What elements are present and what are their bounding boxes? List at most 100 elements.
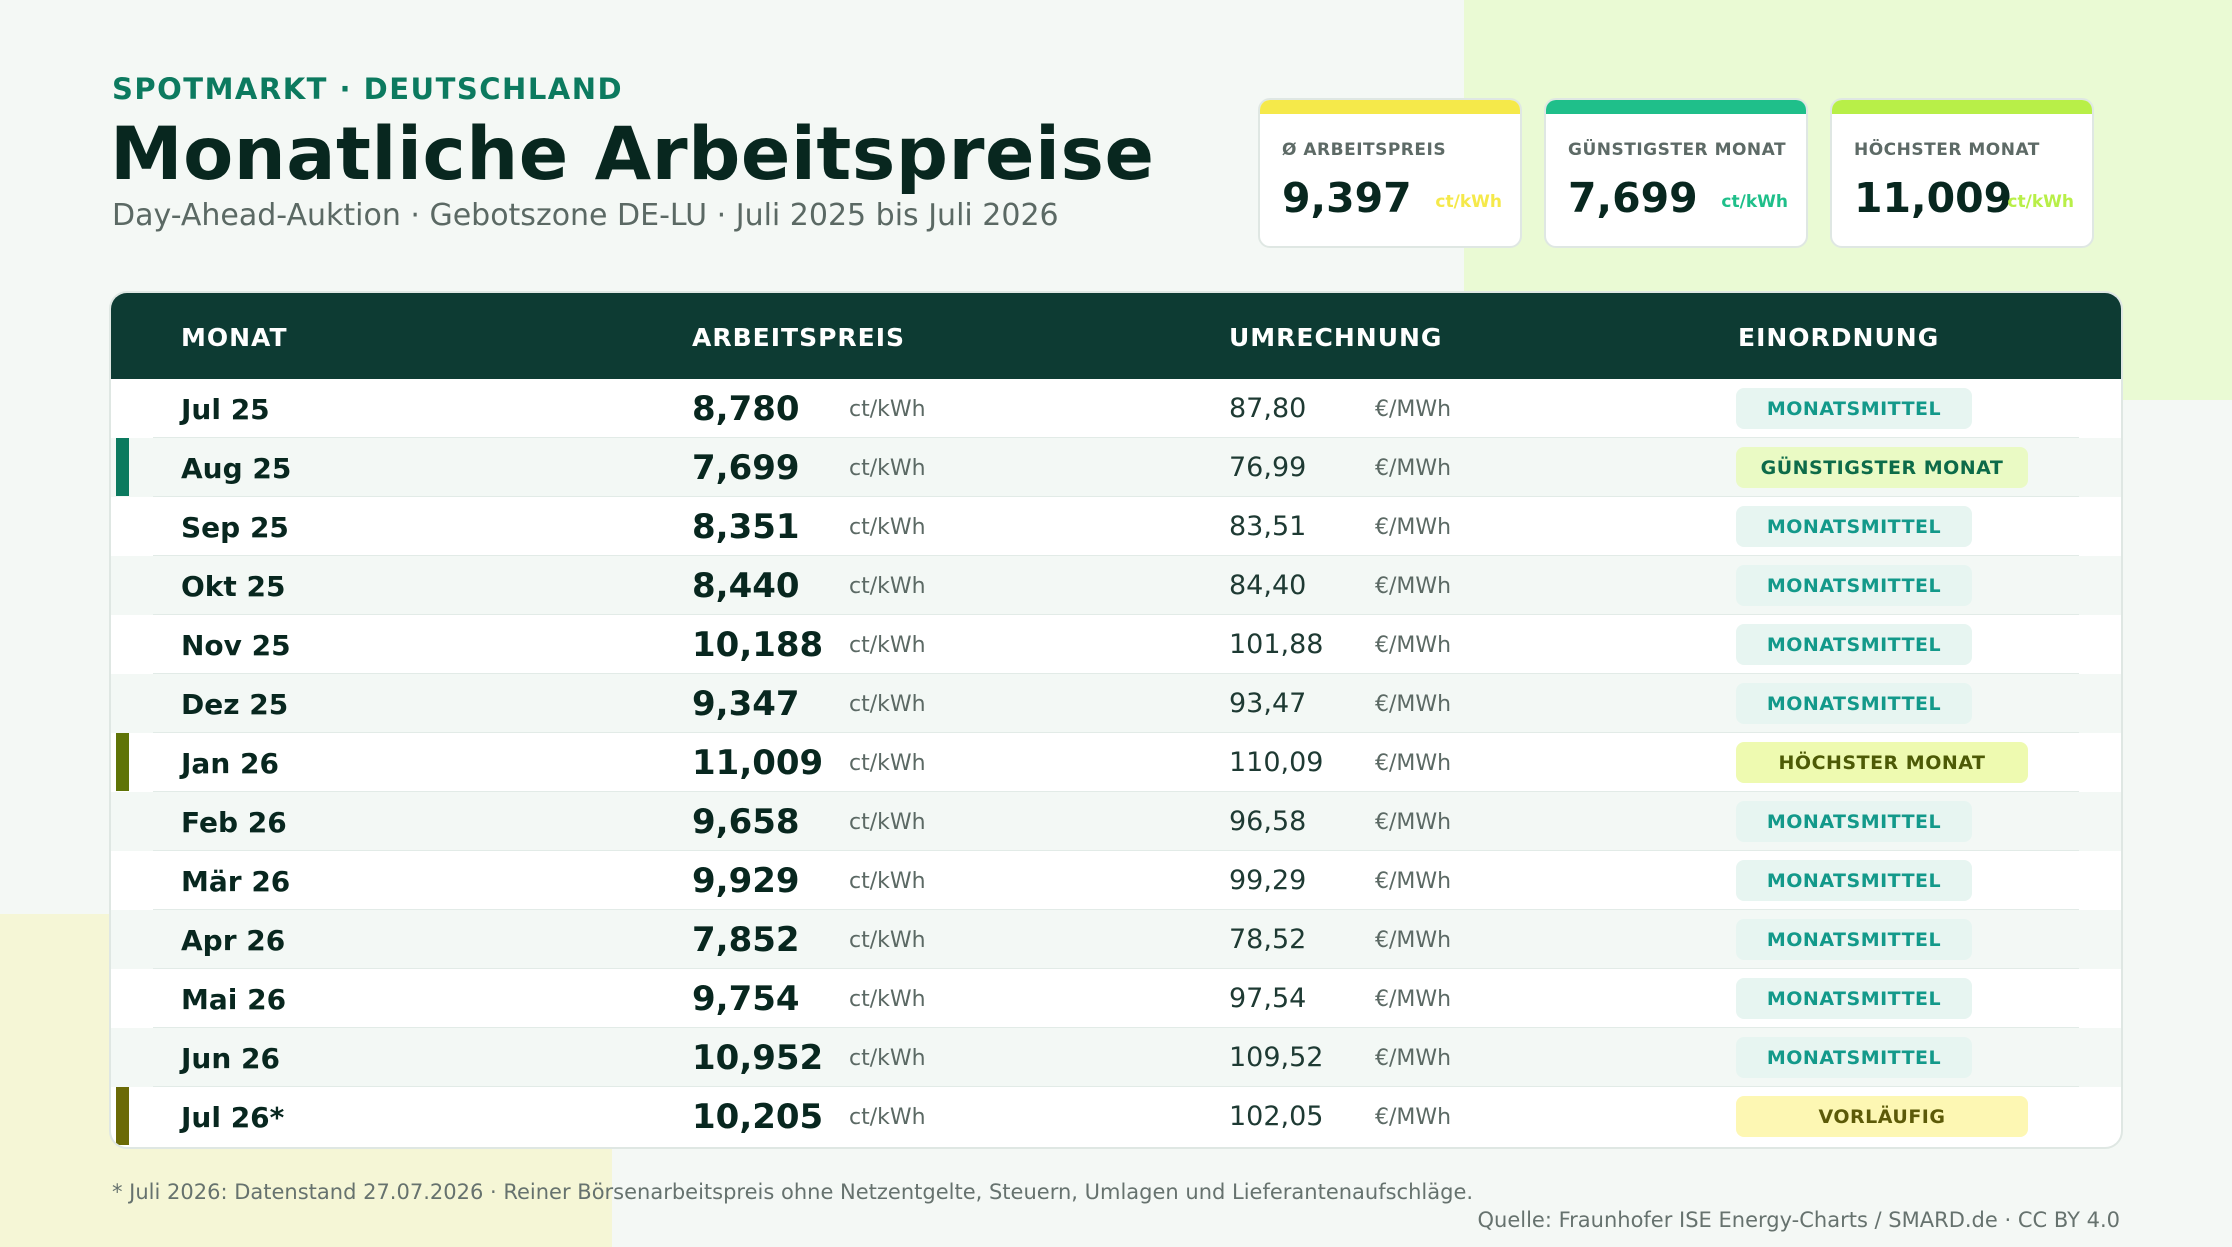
- cell-price-unit: ct/kWh: [849, 869, 926, 894]
- cell-price: 8,351: [692, 507, 800, 547]
- classification-badge: MONATSMITTEL: [1736, 565, 1972, 606]
- kpi-label: HÖCHSTER MONAT: [1854, 140, 2040, 160]
- cell-price-unit: ct/kWh: [849, 515, 926, 540]
- table-row: Okt 25 8,440 ct/kWh 84,40 €/MWh MONATSMITTEL: [111, 556, 2121, 615]
- cell-conversion: 93,47: [1229, 688, 1307, 719]
- cell-conversion: 101,88: [1229, 629, 1324, 660]
- table-row: Nov 25 10,188 ct/kWh 101,88 €/MWh MONATSMITTE…: [111, 615, 2121, 674]
- classification-badge: VORLÄUFIG: [1736, 1096, 2028, 1137]
- card-accent-bar: [1260, 100, 1520, 114]
- cell-conversion-unit: €/MWh: [1375, 692, 1452, 717]
- cell-price: 9,754: [692, 979, 800, 1019]
- cell-price: 8,440: [692, 566, 800, 606]
- table-row: Mai 26 9,754 ct/kWh 97,54 €/MWh MONATSMITTEL: [111, 969, 2121, 1028]
- cell-month: Jun 26: [181, 1042, 280, 1075]
- table-row: Feb 26 9,658 ct/kWh 96,58 €/MWh MONATSMITTEL: [111, 792, 2121, 851]
- cell-price-unit: ct/kWh: [849, 633, 926, 658]
- cell-conversion-unit: €/MWh: [1375, 869, 1452, 894]
- classification-badge: MONATSMITTEL: [1736, 978, 1972, 1019]
- cell-price-unit: ct/kWh: [849, 987, 926, 1012]
- cell-price: 9,658: [692, 802, 800, 842]
- card-accent-bar: [1832, 100, 2092, 114]
- cell-price-unit: ct/kWh: [849, 751, 926, 776]
- row-divider: [153, 614, 2079, 615]
- cell-conversion: 109,52: [1229, 1042, 1324, 1073]
- kpi-card-cheapest: GÜNSTIGSTER MONAT 7,699 ct/kWh: [1544, 98, 1808, 248]
- row-divider: [153, 968, 2079, 969]
- cell-month: Dez 25: [181, 688, 289, 721]
- classification-badge: MONATSMITTEL: [1736, 624, 1972, 665]
- cell-conversion-unit: €/MWh: [1375, 1105, 1452, 1130]
- cell-price: 10,952: [692, 1038, 824, 1078]
- cell-conversion-unit: €/MWh: [1375, 928, 1452, 953]
- cell-conversion: 76,99: [1229, 452, 1307, 483]
- cell-conversion-unit: €/MWh: [1375, 987, 1452, 1012]
- table-row: Jun 26 10,952 ct/kWh 109,52 €/MWh MONATSMITTE…: [111, 1028, 2121, 1087]
- table-row: Jul 25 8,780 ct/kWh 87,80 €/MWh MONATSMITTEL: [111, 379, 2121, 438]
- cell-conversion-unit: €/MWh: [1375, 633, 1452, 658]
- kpi-label: Ø ARBEITSPREIS: [1282, 140, 1447, 160]
- row-divider: [153, 850, 2079, 851]
- cell-price: 8,780: [692, 389, 800, 429]
- cell-conversion: 102,05: [1229, 1101, 1324, 1132]
- cell-month: Jul 25: [181, 393, 270, 426]
- row-divider: [153, 791, 2079, 792]
- cell-price-unit: ct/kWh: [849, 1046, 926, 1071]
- cell-conversion: 97,54: [1229, 983, 1307, 1014]
- kpi-card-average: Ø ARBEITSPREIS 9,397 ct/kWh: [1258, 98, 1522, 248]
- table-row: Dez 25 9,347 ct/kWh 93,47 €/MWh MONATSMITTEL: [111, 674, 2121, 733]
- row-divider: [153, 437, 2079, 438]
- cell-price-unit: ct/kWh: [849, 810, 926, 835]
- cell-month: Apr 26: [181, 924, 286, 957]
- cell-conversion-unit: €/MWh: [1375, 574, 1452, 599]
- row-divider: [153, 1086, 2079, 1087]
- column-header-price: ARBEITSPREIS: [692, 323, 906, 352]
- table-row: Jul 26* 10,205 ct/kWh 102,05 €/MWh VORLÄUFIG: [111, 1087, 2121, 1146]
- column-header-classification: EINORDNUNG: [1738, 323, 1940, 352]
- cell-price-unit: ct/kWh: [849, 928, 926, 953]
- cell-conversion: 99,29: [1229, 865, 1307, 896]
- cell-conversion-unit: €/MWh: [1375, 751, 1452, 776]
- cell-conversion-unit: €/MWh: [1375, 810, 1452, 835]
- footnote: * Juli 2026: Datenstand 27.07.2026 · Rei…: [112, 1180, 1474, 1204]
- cell-price: 7,699: [692, 448, 800, 488]
- cell-price: 7,852: [692, 920, 800, 960]
- cell-month: Aug 25: [181, 452, 292, 485]
- cell-price-unit: ct/kWh: [849, 574, 926, 599]
- cell-month: Nov 25: [181, 629, 291, 662]
- classification-badge: HÖCHSTER MONAT: [1736, 742, 2028, 783]
- cell-conversion-unit: €/MWh: [1375, 397, 1452, 422]
- cell-conversion-unit: €/MWh: [1375, 515, 1452, 540]
- cell-month: Feb 26: [181, 806, 287, 839]
- row-divider: [153, 909, 2079, 910]
- page-title: Monatliche Arbeitspreise: [110, 112, 1155, 197]
- cell-price-unit: ct/kWh: [849, 456, 926, 481]
- cell-price: 9,929: [692, 861, 800, 901]
- cell-conversion: 83,51: [1229, 511, 1307, 542]
- kpi-unit: ct/kWh: [2007, 192, 2074, 212]
- cell-month: Mär 26: [181, 865, 291, 898]
- cell-price-unit: ct/kWh: [849, 692, 926, 717]
- cell-conversion: 87,80: [1229, 393, 1307, 424]
- page-subtitle: Day-Ahead-Auktion · Gebotszone DE-LU · J…: [112, 198, 1059, 233]
- row-divider: [153, 673, 2079, 674]
- table-row: Apr 26 7,852 ct/kWh 78,52 €/MWh MONATSMITTEL: [111, 910, 2121, 969]
- classification-badge: MONATSMITTEL: [1736, 860, 1972, 901]
- cell-month: Okt 25: [181, 570, 286, 603]
- row-divider: [153, 1027, 2079, 1028]
- price-table: MONAT ARBEITSPREIS UMRECHNUNG EINORDNUNG…: [109, 291, 2123, 1149]
- row-divider: [153, 496, 2079, 497]
- cell-price: 10,188: [692, 625, 824, 665]
- kpi-unit: ct/kWh: [1435, 192, 1502, 212]
- classification-badge: MONATSMITTEL: [1736, 683, 1972, 724]
- column-header-conversion: UMRECHNUNG: [1229, 323, 1443, 352]
- cell-month: Mai 26: [181, 983, 287, 1016]
- column-header-month: MONAT: [181, 323, 288, 352]
- classification-badge: MONATSMITTEL: [1736, 801, 1972, 842]
- cell-price: 9,347: [692, 684, 800, 724]
- classification-badge: GÜNSTIGSTER MONAT: [1736, 447, 2028, 488]
- cell-price-unit: ct/kWh: [849, 1105, 926, 1130]
- row-divider: [153, 732, 2079, 733]
- row-highlight-marker: [116, 438, 129, 496]
- card-accent-bar: [1546, 100, 1806, 114]
